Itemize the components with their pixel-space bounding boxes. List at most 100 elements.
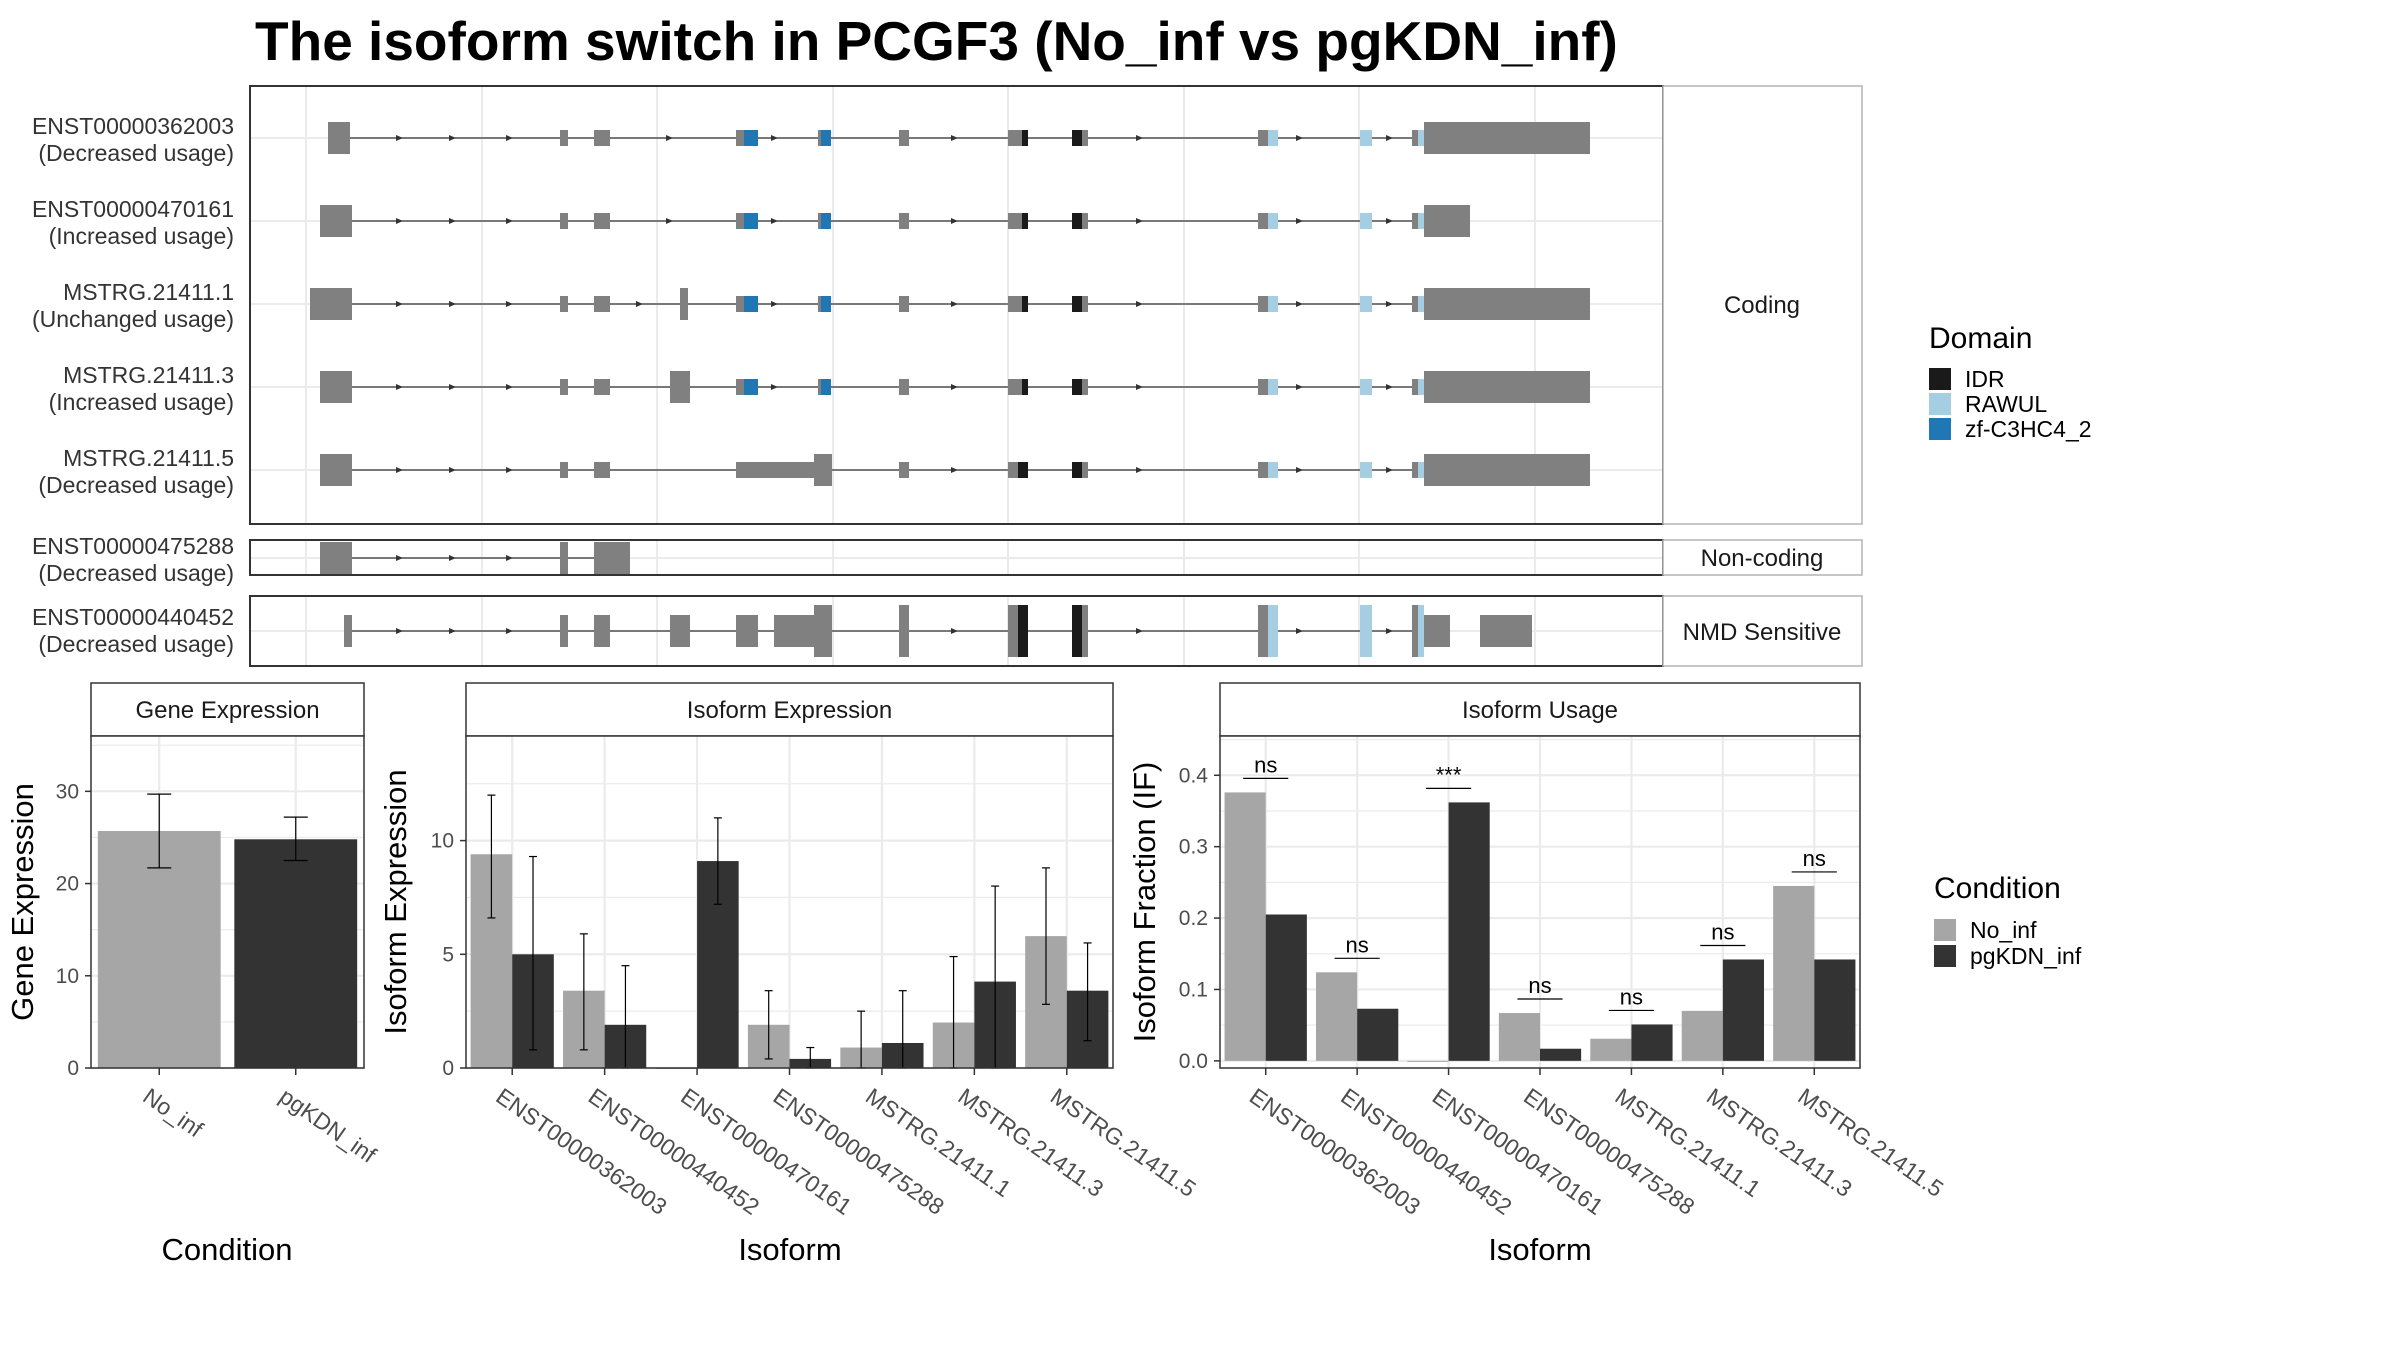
exon [899, 462, 909, 478]
transcript-label-ENST00000440452: ENST00000440452 (Decreased usage) [32, 604, 234, 657]
exon [670, 371, 690, 403]
exon [1018, 462, 1028, 478]
legend-key-pgKDN_inf [1934, 945, 1956, 967]
exon [899, 296, 909, 312]
strand-arrow [396, 467, 403, 473]
x-tick-label: ENST00000440452 [1336, 1083, 1516, 1220]
y-tick-label: 0.0 [1179, 1050, 1208, 1073]
strand-arrow [1136, 628, 1143, 634]
nmd-strip-label: NMD Sensitive [1683, 619, 1842, 646]
exon [1418, 130, 1424, 146]
strand-arrow [666, 135, 673, 141]
exon [1268, 379, 1278, 395]
exon [594, 213, 610, 229]
bar [234, 839, 358, 1068]
exon [1258, 213, 1268, 229]
exon [899, 213, 909, 229]
exon [1412, 213, 1418, 229]
exon [320, 454, 352, 486]
bar [1265, 914, 1307, 1061]
exon [1268, 462, 1278, 478]
transcript-label-ENST00000362003: ENST00000362003 (Decreased usage) [32, 113, 234, 166]
significance-label: ns [1254, 752, 1277, 777]
exon [1082, 130, 1088, 146]
x-axis-title: Isoform [1488, 1232, 1591, 1267]
significance-label: ns [1803, 846, 1826, 871]
y-tick-label: 0.1 [1179, 978, 1208, 1001]
figure-title: The isoform switch in PCGF3 (No_inf vs p… [255, 10, 1618, 72]
coding-strip-label: Coding [1724, 292, 1800, 319]
strand-arrow [1296, 135, 1303, 141]
strand-arrow [449, 467, 456, 473]
strand-arrow [449, 301, 456, 307]
strand-arrow [771, 218, 778, 224]
exon [594, 296, 610, 312]
exon [594, 615, 610, 647]
exon [1424, 122, 1590, 154]
exon [560, 213, 568, 229]
exon [821, 130, 831, 146]
transcript-tracks [310, 122, 1590, 657]
exon [1082, 379, 1088, 395]
strand-arrow [1296, 218, 1303, 224]
legend-key-RAWUL [1929, 393, 1951, 415]
strand-arrow [1386, 384, 1393, 390]
isoform-expression-chart: Isoform Expression0510ENST00000362003ENS… [378, 682, 1201, 1267]
exon [1008, 130, 1022, 146]
strand-arrow [506, 384, 513, 390]
exon [320, 371, 352, 403]
exon [680, 288, 688, 320]
strand-arrow [951, 384, 958, 390]
x-tick-label: ENST00000362003 [491, 1083, 671, 1220]
bar [1773, 885, 1815, 1061]
strand-arrow [506, 628, 513, 634]
y-tick-label: 10 [431, 830, 454, 853]
y-axis-title: Gene Expression [5, 783, 40, 1021]
x-tick-label: ENST00000362003 [1245, 1083, 1425, 1220]
strand-arrow [506, 135, 513, 141]
strand-arrow [449, 218, 456, 224]
exon [1480, 615, 1532, 647]
y-axis-title: Isoform Fraction (IF) [1127, 762, 1162, 1043]
legend-key-No_inf [1934, 919, 1956, 941]
panel-strip [1219, 682, 1861, 737]
exon [1008, 296, 1022, 312]
strand-arrow [506, 467, 513, 473]
y-tick-label: 5 [442, 943, 454, 966]
x-axis-title: Condition [162, 1232, 293, 1267]
legend-label-zf-C3HC4_2: zf-C3HC4_2 [1965, 416, 2092, 442]
x-tick-label: pgKDN_inf [275, 1083, 382, 1168]
exon [560, 379, 568, 395]
strand-arrow [951, 301, 958, 307]
condition-legend: Condition No_inf pgKDN_inf [1934, 872, 2082, 969]
exon [1418, 605, 1424, 657]
strand-arrow [449, 628, 456, 634]
exon [1258, 605, 1268, 657]
exon [1418, 379, 1424, 395]
significance-label: *** [1436, 762, 1462, 787]
exon [1008, 379, 1022, 395]
exon [814, 605, 832, 657]
exon [1412, 296, 1418, 312]
strand-arrow [771, 384, 778, 390]
legend-label-IDR: IDR [1965, 366, 2005, 392]
noncoding-strip-label: Non-coding [1701, 545, 1824, 572]
bar [1316, 972, 1358, 1061]
strand-arrow [666, 218, 673, 224]
exon [1360, 605, 1372, 657]
transcript-label-ENST00000475288: ENST00000475288 (Decreased usage) [32, 533, 234, 586]
exon [1360, 296, 1372, 312]
exon [1258, 296, 1268, 312]
coding-strip [1662, 85, 1863, 525]
exon [1360, 462, 1372, 478]
exon [1418, 213, 1424, 229]
strand-arrow [396, 135, 403, 141]
exon [774, 615, 814, 647]
strand-arrow [1136, 384, 1143, 390]
exon [1424, 288, 1590, 320]
domain-legend: Domain IDR RAWUL zf-C3HC4_2 [1929, 322, 2092, 442]
exon [1072, 213, 1082, 229]
bar [1224, 792, 1266, 1061]
y-tick-label: 0 [67, 1057, 79, 1080]
exon [1268, 296, 1278, 312]
